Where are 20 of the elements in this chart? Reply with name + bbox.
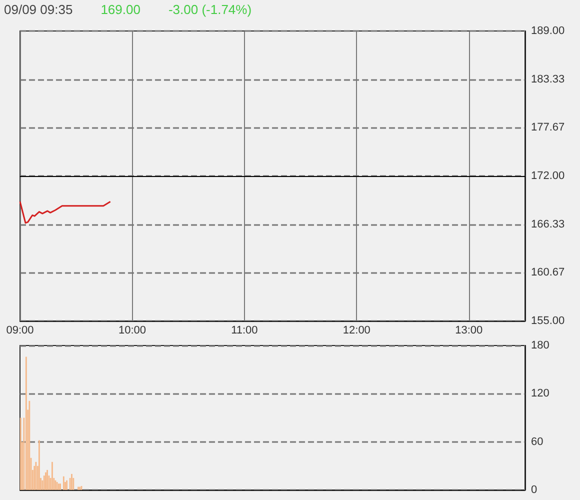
- x-tick-label: 12:00: [342, 324, 370, 336]
- line-series: [19, 200, 112, 224]
- y-tick-label: 160.67: [531, 266, 565, 279]
- x-tick-label: 10:00: [118, 324, 146, 336]
- x-tick-label: 09:00: [6, 324, 34, 336]
- y-tick-label: 180: [531, 340, 550, 352]
- y-tick-label: 155.00: [531, 315, 565, 327]
- x-tick-label: 11:00: [231, 324, 258, 336]
- y-tick-label: 166.33: [531, 218, 565, 230]
- y-tick-label: 0: [531, 484, 538, 496]
- y-tick-label: 172.00: [531, 170, 565, 182]
- text: 169.00: [100, 2, 140, 17]
- y-tick-label: 120: [531, 388, 550, 400]
- x-tick-label: 13:00: [455, 324, 483, 336]
- text: -3.00 (-1.74%): [168, 2, 252, 17]
- y-tick-label: 177.67: [531, 122, 565, 134]
- y-tick-label: 183.33: [531, 73, 565, 86]
- chart-title: 09/09 09:35: [4, 2, 73, 17]
- y-tick-label: 60: [531, 436, 544, 448]
- y-tick-label: 189.00: [531, 25, 565, 37]
